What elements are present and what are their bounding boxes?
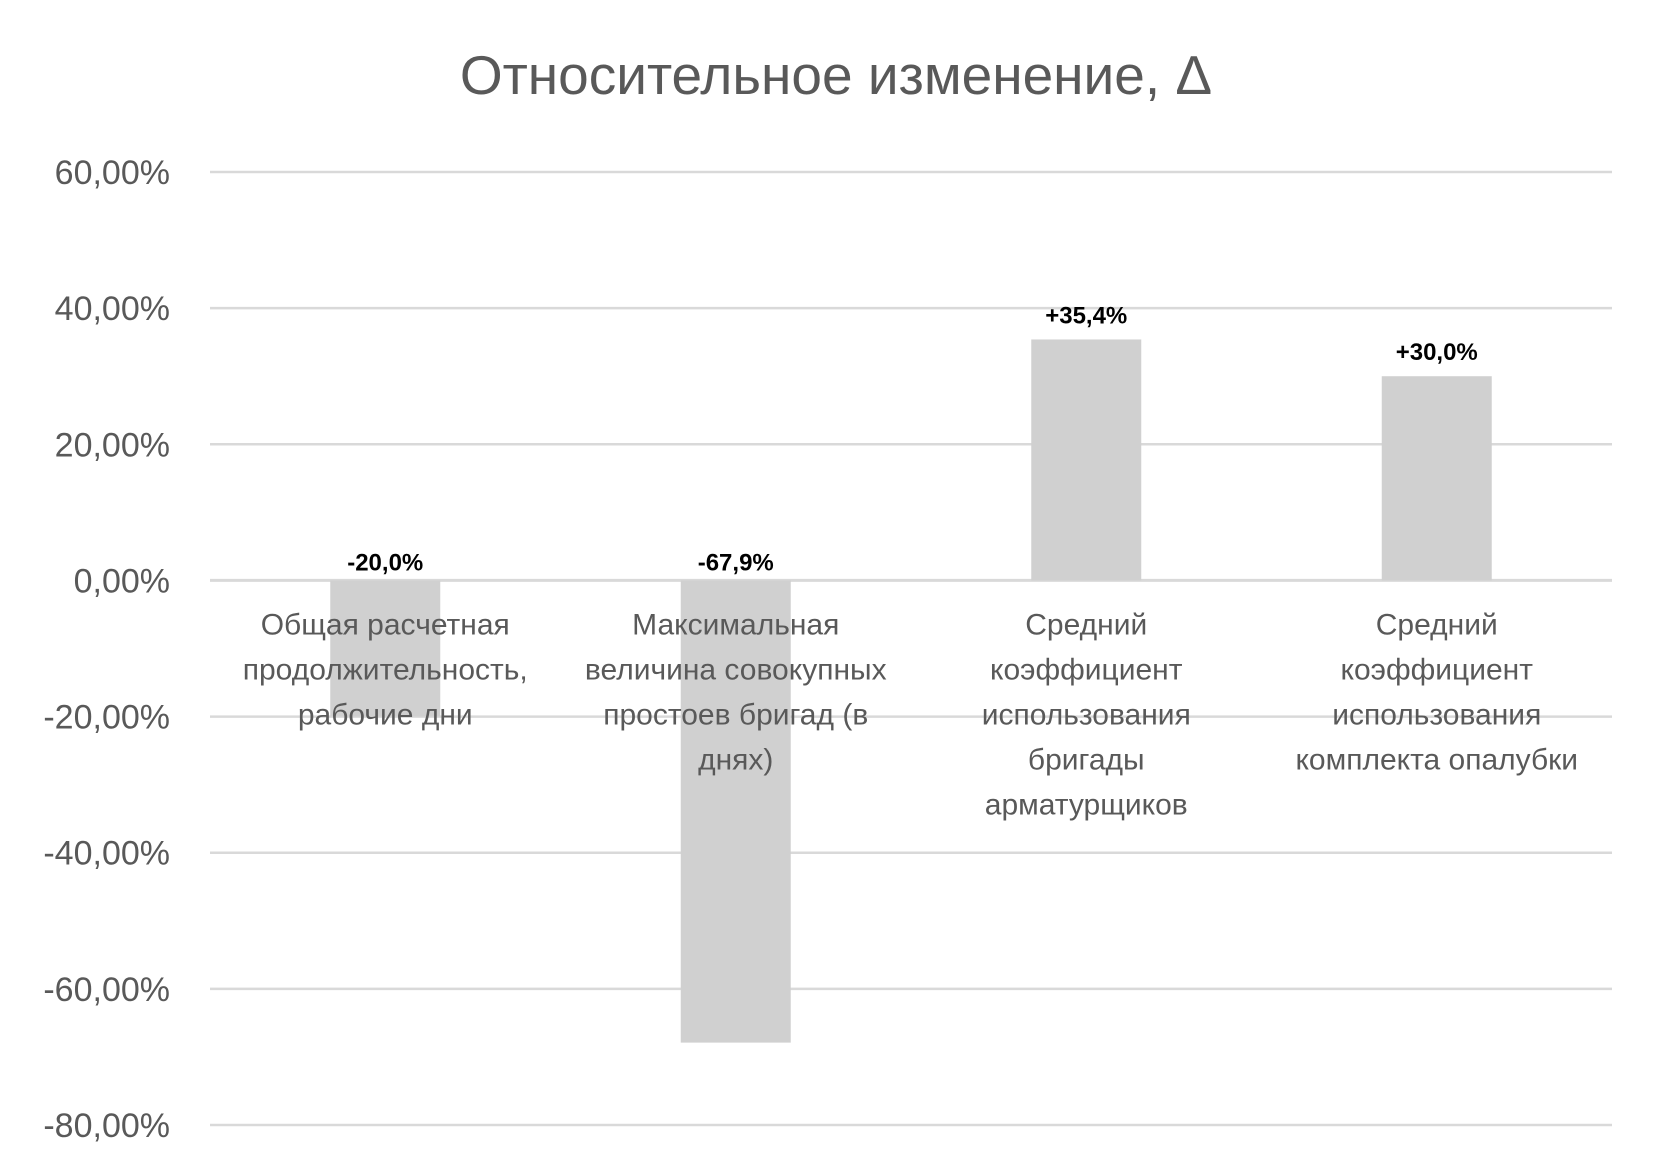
data-labels: -20,0% -67,9% +35,4% +30,0%: [347, 302, 1478, 576]
category-label-line: бригады: [1028, 743, 1145, 776]
category-label: Общая расчетная продолжительность, рабочие…: [243, 608, 528, 731]
bars: [330, 339, 1492, 1043]
category-label-line: арматурщиков: [985, 788, 1188, 821]
y-tick-label: -20,00%: [43, 699, 170, 737]
chart-title: Относительное изменение, Δ: [460, 44, 1212, 106]
category-label-line: Средний: [1376, 608, 1498, 641]
category-label-line: коэффициент: [990, 653, 1183, 686]
y-tick-label: -80,00%: [43, 1107, 170, 1145]
category-label-line: днях): [698, 743, 773, 776]
category-label-line: величина совокупных: [585, 653, 887, 686]
y-tick-label: 20,00%: [55, 426, 170, 464]
category-label: Средний коэффициент использования бригады ар…: [982, 608, 1191, 821]
bar: [330, 580, 441, 717]
category-label-line: использования: [982, 698, 1191, 731]
category-label-line: Максимальная: [632, 608, 839, 641]
data-label: +35,4%: [1045, 302, 1127, 329]
y-tick-label: 60,00%: [55, 154, 170, 192]
category-label-line: продолжительность,: [243, 653, 528, 686]
data-label: -20,0%: [347, 549, 423, 576]
y-axis-ticks: 60,00% 40,00% 20,00% 0,00% -20,00% -40,00% -60…: [43, 154, 170, 1145]
category-label: Максимальная величина совокупных простоев …: [585, 608, 887, 776]
bar: [680, 580, 791, 1043]
category-label-line: рабочие дни: [298, 698, 473, 731]
y-tick-label: 0,00%: [74, 562, 170, 600]
data-label: -67,9%: [698, 549, 774, 576]
category-label-line: Общая расчетная: [261, 608, 510, 641]
category-label-line: простоев бригад (в: [603, 698, 868, 731]
y-tick-label: -40,00%: [43, 835, 170, 873]
y-tick-label: 40,00%: [55, 290, 170, 328]
grid-lines: [210, 170, 1612, 1127]
y-tick-label: -60,00%: [43, 971, 170, 1009]
category-label-line: Средний: [1025, 608, 1147, 641]
category-label-line: использования: [1332, 698, 1541, 731]
category-label-line: комплекта опалубки: [1295, 743, 1578, 776]
category-label: Средний коэффициент использования комплекта…: [1295, 608, 1578, 776]
bar: [1381, 376, 1492, 581]
bar: [1031, 339, 1142, 581]
category-labels: Общая расчетная продолжительность, рабочие…: [243, 608, 1578, 821]
category-label-line: коэффициент: [1340, 653, 1533, 686]
data-label: +30,0%: [1396, 339, 1478, 366]
